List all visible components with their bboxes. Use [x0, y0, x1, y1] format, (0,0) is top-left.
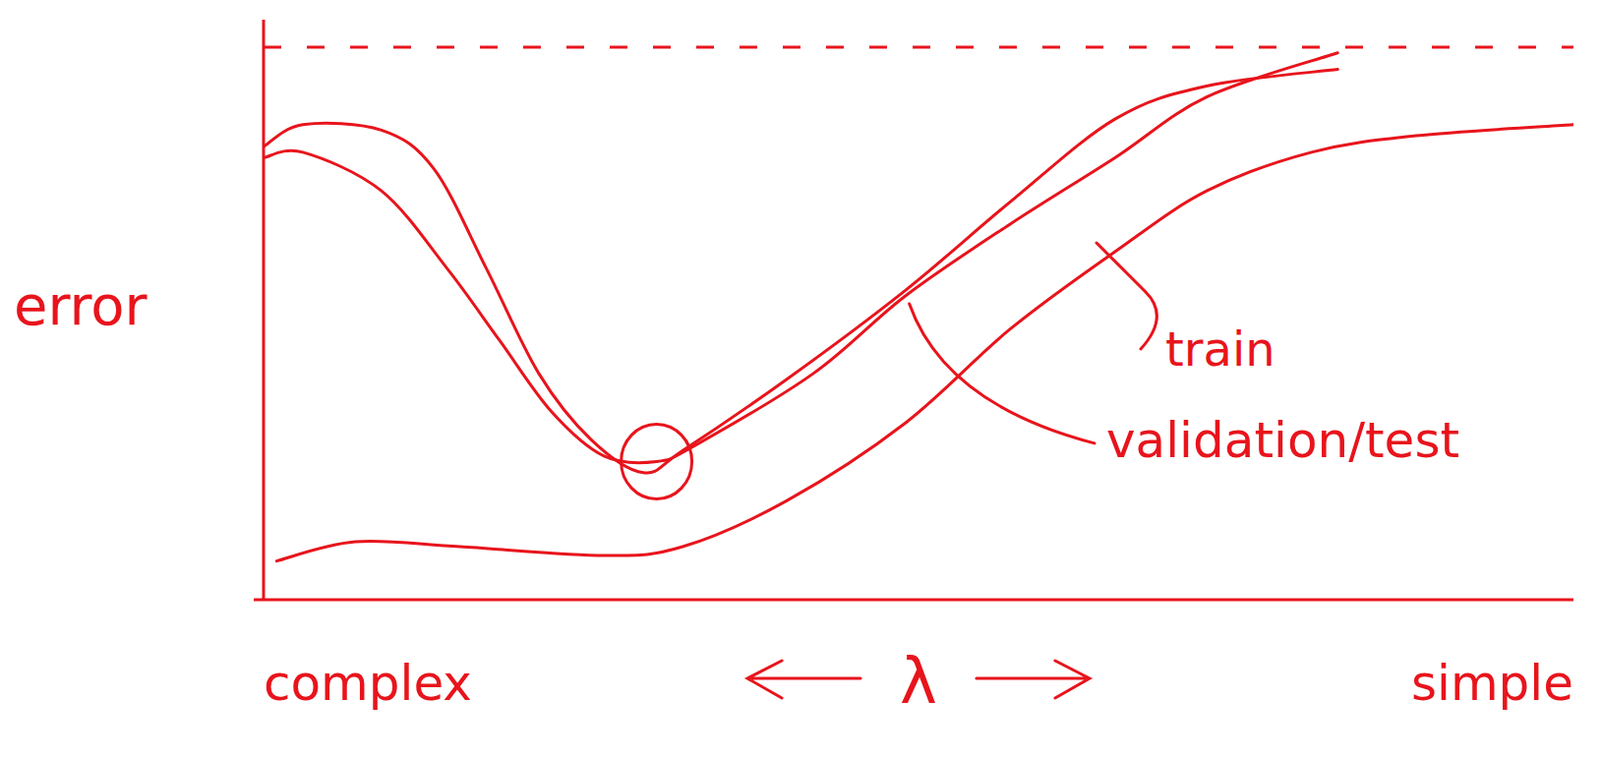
x-axis-title: λ [899, 645, 938, 718]
train-pointer [1096, 242, 1157, 350]
arrow-right [976, 660, 1090, 699]
chart: error complex simple λ train validation/test [0, 0, 1600, 758]
reference-line [263, 46, 1574, 50]
optimum-circle [621, 424, 693, 500]
train-label: train [1165, 321, 1276, 377]
plot-area [263, 47, 1574, 562]
series-line [276, 124, 1574, 562]
x-left-label: complex [263, 654, 473, 712]
y-axis [262, 19, 266, 600]
validation-pointer [909, 303, 1095, 444]
validation-label: validation/test [1106, 412, 1460, 470]
series-line [263, 53, 1338, 464]
x-right-label: simple [1411, 654, 1574, 712]
arrow-left [747, 660, 861, 699]
x-axis [253, 598, 1574, 602]
y-axis-title: error [13, 273, 149, 338]
